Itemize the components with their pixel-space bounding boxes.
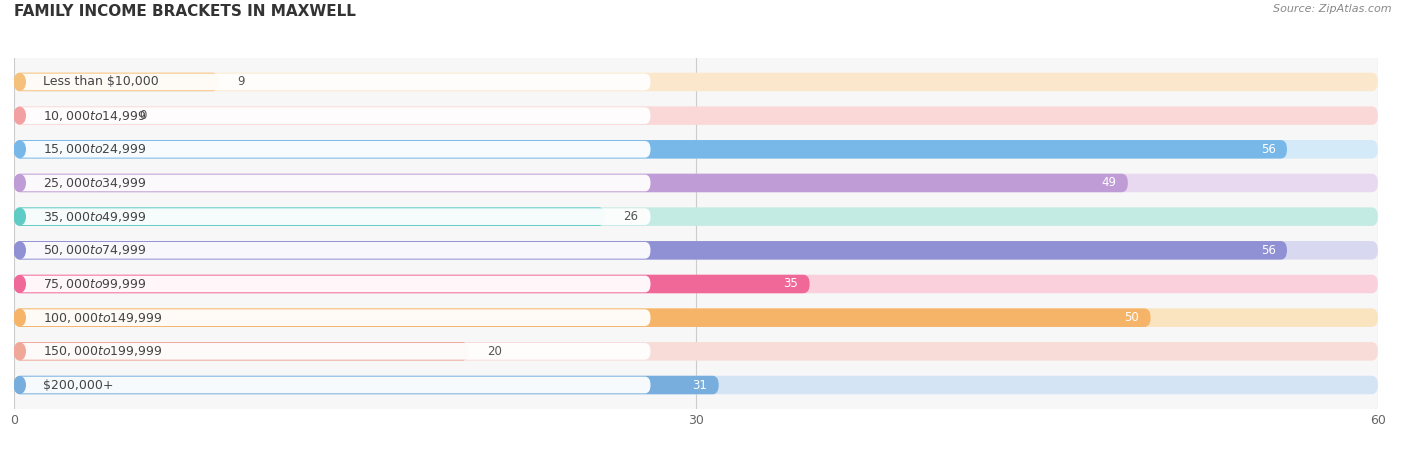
FancyBboxPatch shape <box>14 241 1378 260</box>
Circle shape <box>14 74 25 90</box>
Circle shape <box>14 242 25 259</box>
FancyBboxPatch shape <box>14 73 1378 91</box>
Text: 49: 49 <box>1101 176 1116 189</box>
Text: $100,000 to $149,999: $100,000 to $149,999 <box>44 311 163 325</box>
Circle shape <box>14 141 25 158</box>
FancyBboxPatch shape <box>14 107 651 124</box>
Text: 35: 35 <box>783 277 799 291</box>
FancyBboxPatch shape <box>14 141 651 158</box>
Circle shape <box>14 343 25 360</box>
FancyBboxPatch shape <box>14 275 1378 293</box>
Circle shape <box>14 208 25 225</box>
Text: $10,000 to $14,999: $10,000 to $14,999 <box>44 109 148 123</box>
FancyBboxPatch shape <box>14 174 1128 192</box>
FancyBboxPatch shape <box>14 241 1286 260</box>
Text: $50,000 to $74,999: $50,000 to $74,999 <box>44 243 148 257</box>
FancyBboxPatch shape <box>14 342 1378 361</box>
Text: $35,000 to $49,999: $35,000 to $49,999 <box>44 210 148 224</box>
FancyBboxPatch shape <box>14 308 1150 327</box>
FancyBboxPatch shape <box>14 73 219 91</box>
Text: 26: 26 <box>623 210 638 223</box>
Text: Source: ZipAtlas.com: Source: ZipAtlas.com <box>1274 4 1392 14</box>
FancyBboxPatch shape <box>14 140 1286 158</box>
FancyBboxPatch shape <box>14 174 1378 192</box>
FancyBboxPatch shape <box>14 276 651 292</box>
Text: 31: 31 <box>693 379 707 392</box>
Circle shape <box>14 309 25 326</box>
Text: 50: 50 <box>1125 311 1139 324</box>
FancyBboxPatch shape <box>14 376 718 394</box>
FancyBboxPatch shape <box>14 343 651 360</box>
FancyBboxPatch shape <box>14 342 468 361</box>
Text: 9: 9 <box>236 75 245 88</box>
Text: Less than $10,000: Less than $10,000 <box>44 75 159 88</box>
Text: $150,000 to $199,999: $150,000 to $199,999 <box>44 344 163 358</box>
FancyBboxPatch shape <box>14 377 651 393</box>
Text: FAMILY INCOME BRACKETS IN MAXWELL: FAMILY INCOME BRACKETS IN MAXWELL <box>14 4 356 19</box>
Text: $25,000 to $34,999: $25,000 to $34,999 <box>44 176 148 190</box>
FancyBboxPatch shape <box>14 207 1378 226</box>
FancyBboxPatch shape <box>14 208 651 225</box>
FancyBboxPatch shape <box>14 275 810 293</box>
Text: 0: 0 <box>139 109 146 122</box>
Circle shape <box>14 377 25 393</box>
FancyBboxPatch shape <box>14 207 605 226</box>
Circle shape <box>14 175 25 191</box>
Text: 20: 20 <box>486 345 502 358</box>
FancyBboxPatch shape <box>14 376 1378 394</box>
FancyBboxPatch shape <box>14 140 1378 158</box>
FancyBboxPatch shape <box>14 106 1378 125</box>
FancyBboxPatch shape <box>14 175 651 191</box>
Text: $200,000+: $200,000+ <box>44 379 114 392</box>
Text: 56: 56 <box>1261 244 1275 257</box>
Text: 56: 56 <box>1261 143 1275 156</box>
FancyBboxPatch shape <box>14 308 1378 327</box>
FancyBboxPatch shape <box>14 74 651 90</box>
Text: $75,000 to $99,999: $75,000 to $99,999 <box>44 277 148 291</box>
Circle shape <box>14 276 25 292</box>
Circle shape <box>14 107 25 124</box>
FancyBboxPatch shape <box>14 309 651 326</box>
Text: $15,000 to $24,999: $15,000 to $24,999 <box>44 142 148 156</box>
FancyBboxPatch shape <box>14 242 651 259</box>
